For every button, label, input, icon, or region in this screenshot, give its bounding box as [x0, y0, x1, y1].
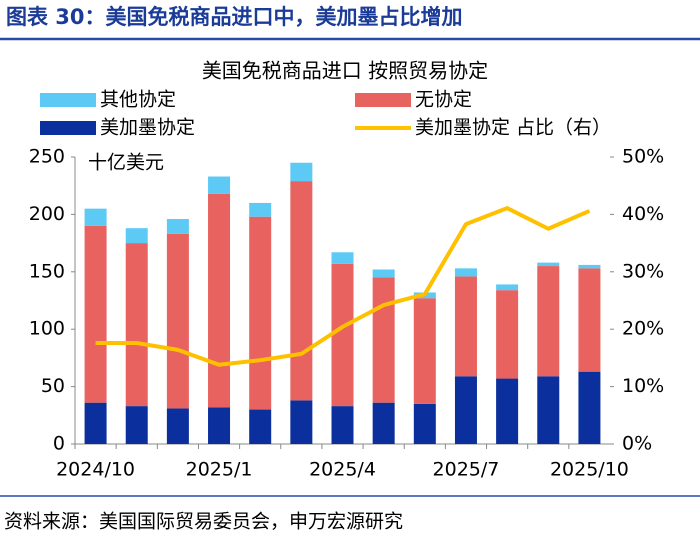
bar-segment: [166, 218, 189, 234]
bar-segment: [125, 228, 148, 244]
bar-segment: [372, 402, 395, 444]
bar-segment: [413, 403, 436, 444]
bar-segment: [125, 243, 148, 407]
x-tick-label: 2025/7: [433, 459, 500, 481]
bar-segment: [537, 376, 560, 444]
legend-label: 美加墨协定: [100, 117, 195, 139]
bar-segment: [208, 193, 231, 408]
y2-tick-label: 0%: [622, 433, 652, 455]
bar-segment: [496, 284, 519, 291]
bar-segment: [454, 268, 477, 277]
bar-segment: [454, 376, 477, 444]
bar-segment: [166, 233, 189, 409]
bar-segment: [496, 378, 519, 444]
y-tick-label: 100: [29, 318, 65, 340]
legend-label: 无协定: [415, 89, 472, 111]
bar-segment: [331, 406, 354, 444]
y-tick-label: 250: [29, 146, 65, 168]
bar-segment: [537, 266, 560, 377]
bar-segment: [290, 400, 313, 444]
bar-segment: [290, 181, 313, 401]
legend-swatch: [40, 121, 96, 135]
legend-label: 美加墨协定 占比（右）: [415, 117, 611, 139]
legend-swatch: [355, 93, 411, 107]
bar-segment: [166, 408, 189, 444]
y2-tick-label: 10%: [622, 375, 664, 397]
bar-segment: [249, 216, 272, 410]
bar-segment: [496, 290, 519, 379]
bar-segment: [537, 262, 560, 267]
x-tick-label: 2025/10: [550, 459, 629, 481]
bar-segment: [578, 268, 601, 372]
line-series: [95, 206, 591, 367]
x-tick-label: 2024/10: [56, 459, 135, 481]
legend-label: 其他协定: [100, 89, 176, 111]
bar-segment: [290, 162, 313, 182]
y-tick-label: 50: [41, 375, 65, 397]
bar-segment: [84, 208, 107, 226]
unit-label: 十亿美元: [88, 152, 164, 174]
chart-title: 美国免税商品进口 按照贸易协定: [202, 59, 488, 83]
bar-segment: [208, 407, 231, 444]
bar-segment: [578, 264, 601, 269]
y-tick-label: 200: [29, 203, 65, 225]
header: 图表 30：美国免税商品进口中，美加墨占比增加: [6, 5, 463, 29]
x-tick-label: 2025/4: [309, 459, 376, 481]
bar-segment: [249, 409, 272, 444]
y2-tick-label: 30%: [622, 260, 664, 282]
bar-segment: [208, 176, 231, 194]
bar-segment: [413, 298, 436, 404]
y2-tick-label: 40%: [622, 203, 664, 225]
bar-segment: [84, 225, 107, 403]
y2-tick-label: 50%: [622, 146, 664, 168]
bar-segment: [578, 371, 601, 444]
y-tick-label: 0: [53, 433, 65, 455]
bar-segment: [454, 276, 477, 377]
x-tick-label: 2025/1: [186, 459, 253, 481]
bar-segment: [331, 252, 354, 264]
bar-segment: [249, 202, 272, 217]
source: 资料来源：美国国际贸易委员会，申万宏源研究: [4, 511, 403, 533]
bar-segment: [84, 402, 107, 444]
y-tick-label: 150: [29, 260, 65, 282]
y2-tick-label: 20%: [622, 318, 664, 340]
legend-swatch: [40, 93, 96, 107]
bar-segment: [372, 277, 395, 403]
bar-segment: [372, 269, 395, 278]
bar-segment: [125, 406, 148, 444]
bar-segment: [331, 263, 354, 407]
